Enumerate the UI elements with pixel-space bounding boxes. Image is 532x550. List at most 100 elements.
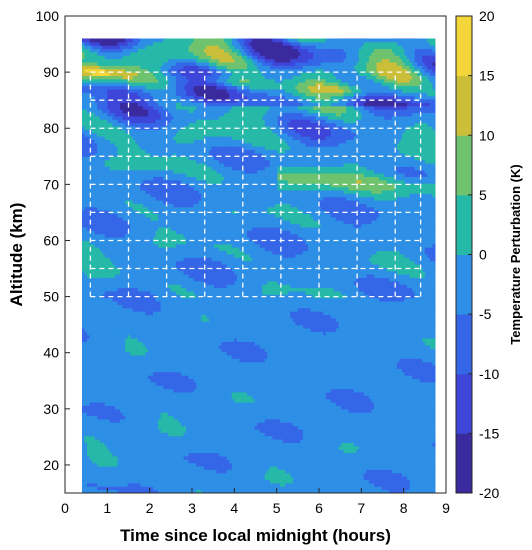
heatmap-cell: [107, 260, 111, 265]
heatmap-cell: [140, 149, 144, 154]
heatmap-cell: [87, 365, 91, 369]
heatmap-cell: [120, 311, 124, 316]
heatmap-cell: [150, 72, 154, 76]
heatmap-cell: [150, 233, 154, 238]
heatmap-cell: [153, 250, 157, 255]
heatmap-cell: [117, 119, 121, 124]
heatmap-cell: [84, 402, 88, 406]
heatmap-cell: [163, 304, 167, 309]
heatmap-cell: [147, 284, 152, 289]
heatmap-cell: [107, 95, 111, 100]
heatmap-cell: [107, 55, 111, 60]
heatmap-cell: [89, 486, 93, 491]
heatmap-cell: [132, 459, 136, 464]
heatmap-cell: [112, 48, 116, 53]
heatmap-cell: [102, 243, 106, 248]
heatmap-cell: [87, 237, 91, 241]
heatmap-cell: [163, 452, 167, 457]
heatmap-cell: [137, 381, 141, 386]
heatmap-cell: [87, 442, 91, 447]
heatmap-cell: [122, 264, 126, 268]
heatmap-cell: [147, 472, 152, 477]
heatmap-cell: [120, 375, 124, 380]
heatmap-cell: [89, 408, 93, 413]
heatmap-cell: [168, 132, 172, 137]
heatmap-cell: [117, 317, 121, 322]
heatmap-cell: [120, 203, 124, 208]
heatmap-cell: [92, 173, 96, 177]
heatmap-cell: [107, 216, 111, 221]
heatmap-cell: [84, 429, 88, 433]
heatmap-cell: [89, 193, 93, 198]
heatmap-cell: [102, 68, 106, 73]
heatmap-cell: [163, 45, 167, 50]
heatmap-cell: [170, 68, 174, 73]
heatmap-cell: [153, 105, 157, 110]
heatmap-cell: [104, 78, 108, 83]
heatmap-cell: [147, 270, 152, 275]
heatmap-cell: [117, 408, 121, 413]
heatmap-cell: [97, 341, 101, 346]
heatmap-cell: [94, 429, 98, 433]
heatmap-cell: [170, 203, 174, 208]
heatmap-cell: [109, 45, 113, 50]
heatmap-cell: [109, 68, 113, 73]
heatmap-cell: [117, 189, 121, 194]
heatmap-cell: [155, 445, 159, 450]
heatmap-cell: [135, 206, 139, 211]
heatmap-cell: [81, 176, 85, 181]
heatmap-cell: [87, 129, 91, 134]
heatmap-cell: [173, 169, 177, 174]
heatmap-cell: [153, 247, 157, 252]
heatmap-cell: [99, 314, 103, 319]
heatmap-cell: [130, 479, 134, 484]
heatmap-cell: [135, 233, 139, 238]
heatmap-cell: [94, 351, 98, 356]
heatmap-cell: [137, 142, 141, 147]
heatmap-cell: [102, 129, 106, 134]
heatmap-cell: [84, 391, 88, 396]
heatmap-cell: [170, 287, 174, 292]
heatmap-cell: [109, 270, 113, 275]
heatmap-cell: [160, 307, 164, 312]
heatmap-cell: [140, 68, 144, 73]
heatmap-cell: [99, 462, 103, 467]
heatmap-cell: [165, 469, 169, 474]
heatmap-cell: [158, 257, 162, 262]
heatmap-cell: [81, 213, 85, 218]
heatmap-cell: [125, 435, 129, 440]
heatmap-cell: [92, 142, 96, 147]
heatmap-cell: [165, 365, 169, 369]
heatmap-cell: [99, 58, 103, 63]
heatmap-cell: [170, 85, 174, 90]
heatmap-cell: [117, 354, 121, 359]
heatmap-cell: [158, 146, 162, 151]
heatmap-cell: [168, 247, 172, 252]
heatmap-cell: [120, 243, 124, 248]
heatmap-cell: [153, 429, 157, 433]
heatmap-cell: [142, 152, 146, 157]
heatmap-cell: [132, 358, 136, 363]
heatmap-cell: [137, 267, 141, 272]
heatmap-cell: [92, 267, 96, 272]
heatmap-cell: [99, 415, 103, 420]
heatmap-cell: [117, 311, 121, 316]
heatmap-cell: [107, 72, 111, 76]
heatmap-cell: [92, 183, 96, 188]
heatmap-cell: [155, 156, 159, 161]
heatmap-cell: [120, 45, 124, 50]
heatmap-cell: [165, 240, 169, 245]
heatmap-cell: [153, 152, 157, 157]
heatmap-cell: [117, 260, 121, 265]
heatmap-cell: [142, 331, 146, 336]
heatmap-cell: [109, 115, 113, 120]
heatmap-cell: [125, 48, 129, 53]
heatmap-cell: [153, 408, 157, 413]
heatmap-cell: [153, 129, 157, 134]
heatmap-cell: [102, 297, 106, 302]
heatmap-cell: [87, 163, 91, 167]
heatmap-cell: [173, 270, 177, 275]
heatmap-cell: [168, 72, 172, 76]
heatmap-cell: [112, 166, 116, 171]
heatmap-cell: [170, 311, 174, 316]
